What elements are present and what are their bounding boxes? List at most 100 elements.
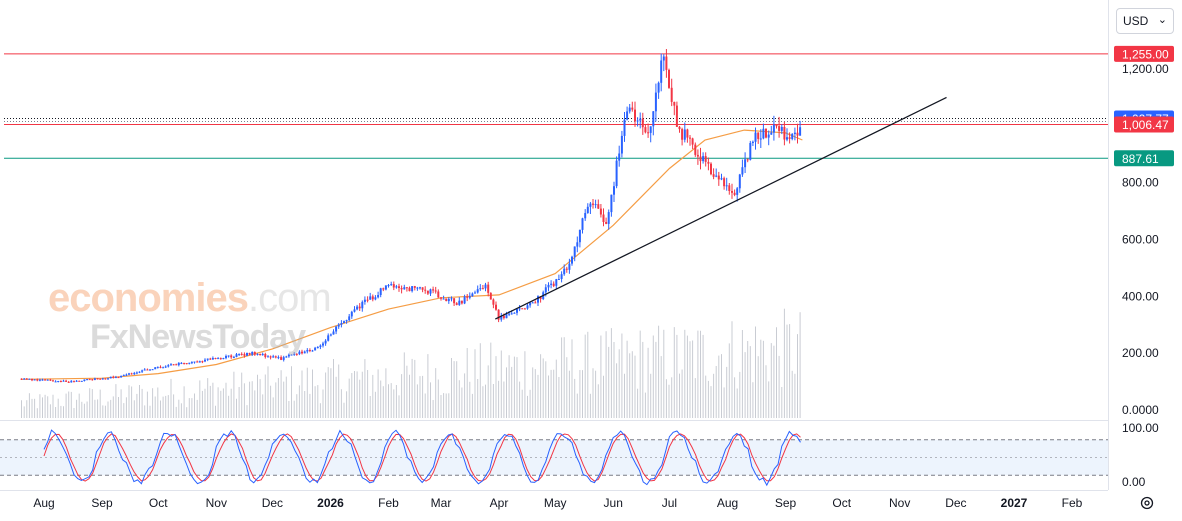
candle-body (400, 288, 403, 290)
candle-body (248, 353, 251, 355)
candle-body (584, 213, 587, 219)
candle-body (576, 242, 579, 247)
time-tick-label: Apr (490, 496, 509, 510)
candle-body (403, 287, 406, 290)
time-tick-label: Jun (604, 496, 623, 510)
candle-body (592, 203, 594, 205)
candle-body (41, 379, 44, 381)
candle-body (712, 174, 715, 177)
candle-body (382, 288, 385, 290)
time-axis[interactable]: Aug Sep Oct Nov Dec 2026 Feb Mar Apr May Jun Jul Aug… (33, 496, 1082, 510)
candle-body (471, 293, 474, 297)
candle-body (25, 378, 28, 380)
volume-histogram (21, 308, 801, 418)
candle-body (578, 229, 581, 243)
candle-body (67, 381, 70, 383)
candle-body (599, 208, 602, 215)
candle-body (453, 298, 456, 304)
candle-body (340, 323, 343, 325)
chevron-down-icon: ⌄ (1157, 14, 1167, 26)
time-tick-label: Aug (717, 496, 738, 510)
candle-body (699, 156, 702, 162)
candle-body (508, 313, 511, 315)
time-tick-label: Feb (378, 496, 399, 510)
candle-body (107, 378, 109, 380)
candle-body (613, 186, 615, 195)
candle-body (447, 298, 450, 302)
candle-body (130, 373, 133, 375)
candle-body (563, 268, 566, 275)
candle-body (759, 138, 762, 140)
price-tick-label: 600.00 (1122, 233, 1159, 247)
candle-body (550, 283, 553, 285)
candle-body (610, 194, 613, 213)
candle-body (481, 288, 484, 290)
candle-body (398, 286, 400, 288)
candle-body (437, 291, 440, 298)
candle-body (366, 299, 369, 301)
candle-body (696, 154, 699, 157)
candle-body (516, 308, 518, 313)
time-tick-label: Feb (1062, 496, 1083, 510)
candle-body (238, 353, 241, 355)
candle-body (523, 308, 526, 310)
candle-body (681, 129, 684, 140)
candle-body (440, 297, 442, 299)
candle-body (728, 185, 731, 191)
candle-body (518, 308, 521, 310)
candle-body (657, 82, 660, 93)
candle-body (594, 204, 597, 206)
candle-body (607, 212, 610, 224)
candle-body (243, 354, 246, 356)
candle-body (371, 296, 374, 300)
candle-body (225, 356, 227, 359)
candle-body (272, 356, 275, 358)
candle-body (557, 279, 560, 280)
candle-body (303, 351, 306, 354)
settings-gear-icon[interactable] (1138, 494, 1156, 512)
candle-body (190, 362, 193, 364)
level-badge (1114, 116, 1174, 133)
candle-body (746, 159, 749, 161)
candle-body (384, 285, 387, 290)
candle-body (335, 326, 338, 332)
level-badge (1114, 150, 1174, 167)
candle-body (510, 313, 513, 315)
candle-body (479, 288, 482, 290)
candle-body (193, 361, 196, 363)
candle-body (175, 364, 178, 366)
candle-body (222, 358, 225, 360)
candle-body (88, 379, 91, 381)
candle-body (442, 298, 445, 300)
time-tick-label: 2027 (1001, 496, 1028, 510)
candle-body (675, 105, 678, 127)
candle-body (353, 309, 356, 312)
support-trendline (494, 96, 947, 320)
candle-body (432, 289, 435, 291)
candle-body (586, 206, 589, 213)
candle-body (141, 370, 144, 372)
candle-body (162, 367, 165, 369)
candle-body (337, 324, 340, 327)
candle-body (390, 284, 393, 286)
currency-select[interactable]: USD ⌄ (1116, 8, 1174, 34)
candle-body (744, 159, 747, 168)
candle-body (581, 218, 584, 230)
candle-body (214, 358, 217, 359)
price-axis[interactable]: 1,200.00 800.00 600.00 400.00 200.00 0.0000 (1122, 62, 1169, 417)
candle-body (492, 299, 495, 305)
candle-body (463, 296, 466, 304)
price-tick-label: 1,200.00 (1122, 62, 1169, 76)
candle-body (450, 298, 453, 300)
candle-body (757, 132, 760, 139)
candle-body (143, 369, 146, 371)
candle-body (282, 357, 285, 360)
candle-body (780, 127, 783, 131)
candle-body (736, 188, 739, 195)
candle-body (537, 296, 539, 303)
candle-body (125, 374, 128, 376)
candle-body (54, 381, 57, 383)
candle-body (405, 287, 408, 289)
